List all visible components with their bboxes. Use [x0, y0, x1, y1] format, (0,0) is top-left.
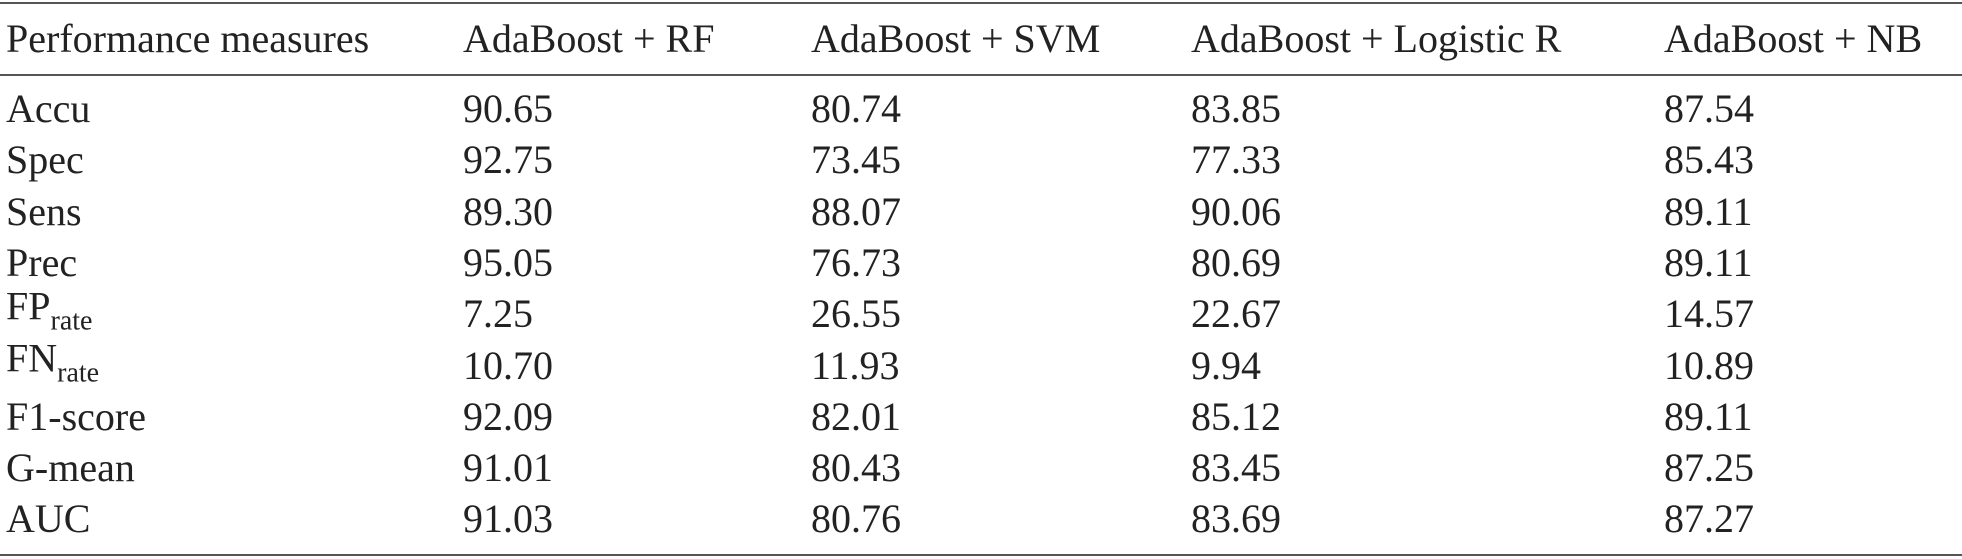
value-cell: 95.05	[463, 239, 553, 285]
value-cell: 90.65	[463, 86, 553, 131]
value-cell: 90.06	[1191, 188, 1281, 234]
value-cell: 91.01	[463, 445, 553, 491]
value-cell: 80.43	[811, 445, 901, 491]
value-cell: 87.25	[1664, 445, 1754, 491]
value-cell: 80.74	[811, 86, 901, 131]
value-cell: 73.45	[811, 137, 901, 183]
cell-subscript: rate	[50, 305, 93, 337]
header-cell: Performance measures	[6, 16, 370, 61]
value-cell: 87.54	[1664, 86, 1754, 131]
row-label: Sens	[6, 188, 82, 234]
value-cell: 88.07	[811, 188, 901, 234]
row-label: Spec	[6, 137, 84, 183]
value-cell: 77.33	[1191, 137, 1281, 183]
cell-subscript: rate	[57, 357, 100, 388]
value-cell: 14.57	[1664, 291, 1754, 337]
header-cell: AdaBoost + SVM	[811, 16, 1101, 61]
value-cell: 11.93	[811, 342, 900, 388]
value-cell: 76.73	[811, 239, 901, 285]
value-cell: 80.76	[811, 496, 901, 542]
row-label: F1-score	[6, 393, 146, 439]
value-cell: 80.69	[1191, 239, 1281, 285]
header-cell: AdaBoost + NB	[1664, 16, 1923, 61]
top-rule	[0, 2, 1962, 4]
value-cell: 89.11	[1664, 239, 1753, 285]
value-cell: 82.01	[811, 393, 901, 439]
value-cell: 91.03	[463, 496, 553, 542]
value-cell: 10.89	[1664, 342, 1754, 388]
row-label: Accu	[6, 86, 91, 131]
row-label: FPrate	[6, 282, 92, 347]
value-cell: 83.45	[1191, 445, 1281, 491]
cell-text: FP	[6, 283, 51, 329]
row-label: Prec	[6, 239, 78, 285]
value-cell: 7.25	[463, 291, 533, 337]
value-cell: 22.67	[1191, 291, 1281, 337]
value-cell: 26.55	[811, 291, 901, 337]
row-label: AUC	[6, 496, 91, 542]
row-label: G-mean	[6, 445, 135, 491]
header-cell: AdaBoost + Logistic R	[1191, 16, 1562, 61]
value-cell: 83.85	[1191, 86, 1281, 131]
value-cell: 89.30	[463, 188, 553, 234]
value-cell: 9.94	[1191, 342, 1261, 388]
value-cell: 92.09	[463, 393, 553, 439]
value-cell: 85.12	[1191, 393, 1281, 439]
row-label: FNrate	[6, 333, 99, 398]
value-cell: 87.27	[1664, 496, 1754, 542]
bottom-rule	[0, 554, 1962, 556]
value-cell: 83.69	[1191, 496, 1281, 542]
header-cell: AdaBoost + RF	[463, 16, 715, 61]
value-cell: 89.11	[1664, 393, 1753, 439]
header-rule	[0, 74, 1962, 76]
cell-text: FN	[6, 335, 58, 380]
value-cell: 10.70	[463, 342, 553, 388]
value-cell: 89.11	[1664, 188, 1753, 234]
value-cell: 85.43	[1664, 137, 1754, 183]
value-cell: 92.75	[463, 137, 553, 183]
